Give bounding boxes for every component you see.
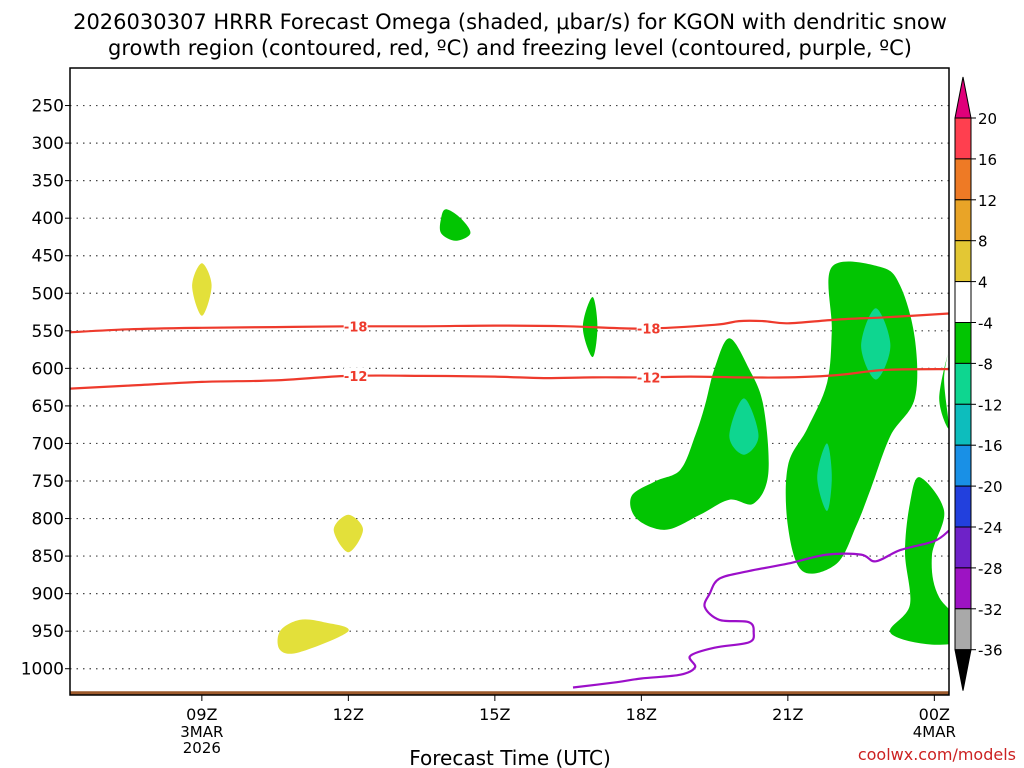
y-tick-label: 600 [32, 359, 64, 379]
colorbar-swatch [954, 444, 972, 487]
omega-region-10 [861, 308, 891, 380]
colorbar-label: -20 [978, 478, 1003, 496]
omega-region-1 [333, 514, 363, 553]
colorbar-top-arrow [954, 76, 972, 119]
y-tick-label: 400 [32, 209, 64, 229]
chart-title-line1: 2026030307 HRRR Forecast Omega (shaded, … [73, 10, 947, 34]
colorbar-swatch [954, 608, 972, 651]
y-tick-label: 700 [32, 434, 64, 454]
colorbar-swatch [954, 158, 972, 201]
y-tick-label: 900 [32, 585, 64, 605]
omega-region-2 [277, 619, 349, 654]
colorbar-label: -32 [978, 601, 1003, 619]
contour-label: -18 [637, 323, 661, 338]
omega-region-5 [630, 338, 769, 530]
contour-label-bg [343, 367, 368, 383]
contour-label-bg [343, 318, 368, 334]
x-tick-label: 00Z [919, 705, 950, 724]
contour-label: -12 [344, 370, 368, 385]
y-tick-label: 250 [32, 97, 64, 117]
contour-label-bg [636, 320, 661, 336]
colorbar-label: -28 [978, 560, 1003, 578]
x-tick-label: 21Z [772, 705, 803, 724]
x-tick-date-label: 4MAR [913, 723, 956, 741]
omega-region-0 [192, 263, 212, 316]
y-tick-label: 800 [32, 510, 64, 530]
colorbar-swatch [954, 322, 972, 364]
x-tick-label: 15Z [479, 705, 510, 724]
colorbar-label: -16 [978, 437, 1003, 455]
colorbar-swatch [954, 199, 972, 242]
omega-region-9 [729, 398, 759, 455]
y-tick-label: 450 [32, 247, 64, 267]
contour-line-2 [572, 529, 949, 689]
y-tick-label: 1000 [21, 660, 64, 680]
colorbar-swatch [954, 526, 972, 569]
grid-lines [70, 104, 949, 670]
y-tick-label: 500 [32, 284, 64, 304]
contour-label-bg [636, 369, 661, 385]
x-tick-year-label: 2026 [183, 739, 221, 757]
x-tick-date-label: 3MAR [180, 723, 223, 741]
omega-region-3 [439, 209, 471, 241]
y-tick-label: 300 [32, 134, 64, 154]
colorbar-label: -12 [978, 396, 1003, 414]
colorbar-swatch [954, 362, 972, 405]
contour-line-1 [70, 368, 949, 390]
y-tick-label: 750 [32, 472, 64, 492]
y-tick-label: 650 [32, 397, 64, 417]
colorbar-label: 12 [978, 192, 997, 210]
colorbar-label: -8 [978, 355, 993, 373]
colorbar-label: 16 [978, 151, 997, 169]
omega-region-11 [817, 443, 832, 511]
colorbar-swatch [954, 117, 972, 160]
terrain-band [70, 691, 949, 695]
chart-title-line2: growth region (contoured, red, ºC) and f… [108, 36, 912, 60]
colorbar-label: 8 [978, 233, 988, 251]
colorbar-bottom-arrow [954, 649, 972, 691]
y-tick-label: 950 [32, 622, 64, 642]
colorbar-swatch [954, 403, 972, 446]
contour-line-0 [70, 312, 949, 334]
omega-region-6 [785, 261, 918, 574]
omega-region-7 [889, 477, 949, 645]
colorbar-label: 4 [978, 274, 988, 292]
y-tick-label: 350 [32, 172, 64, 192]
colorbar-swatch [954, 240, 972, 283]
x-axis-label: Forecast Time (UTC) [409, 746, 611, 768]
colorbar: 20 16 12 8 4 -4 -8 -12 -16 -20 -24 -28 -32 -36 [954, 76, 1003, 691]
contour-label: -12 [637, 371, 661, 386]
y-tick-label: 850 [32, 547, 64, 567]
credit-text: coolwx.com/models [858, 745, 1016, 764]
y-tick-label: 550 [32, 322, 64, 342]
contour-label: -18 [344, 320, 368, 335]
colorbar-label: -24 [978, 519, 1003, 537]
colorbar-swatch [954, 281, 972, 324]
colorbar-swatch [954, 567, 972, 610]
colorbar-swatch [954, 485, 972, 528]
x-tick-label: 12Z [333, 705, 364, 724]
plot-frame [69, 67, 950, 696]
colorbar-label: -4 [978, 315, 993, 333]
x-tick-label: 09Z [186, 705, 217, 724]
y-axis: 250 300 350 400 450 500 550 600 650 700 750 800 850 9… [21, 97, 70, 680]
colorbar-label: 20 [978, 110, 997, 128]
x-tick-label: 18Z [626, 705, 657, 724]
colorbar-label: -36 [978, 642, 1003, 660]
omega-region-8 [939, 349, 949, 429]
